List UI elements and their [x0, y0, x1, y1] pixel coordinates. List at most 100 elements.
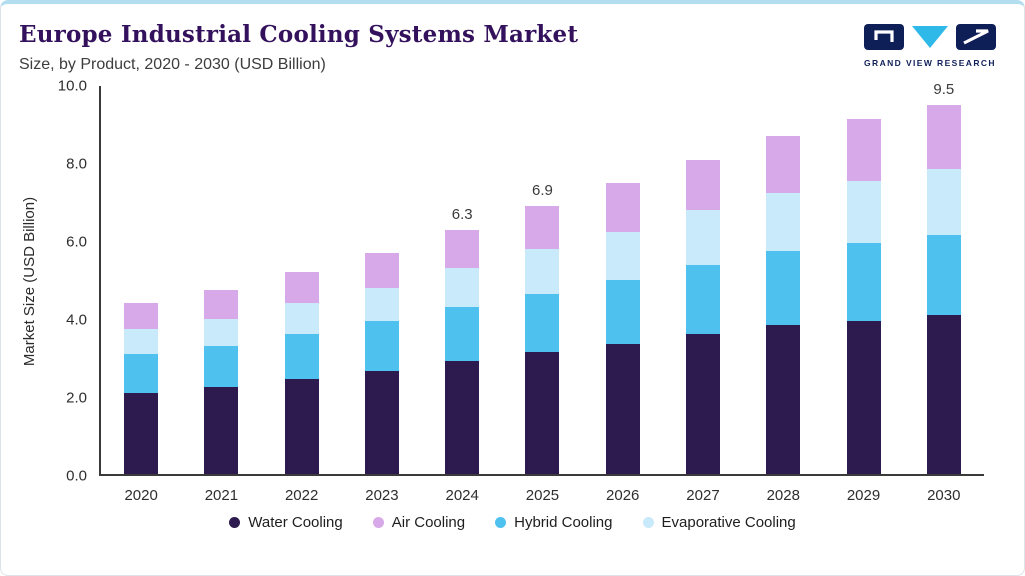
bar-segment-hybrid-cooling [846, 243, 881, 321]
y-axis-title-text: Market Size (USD Billion) [21, 196, 39, 366]
x-axis-labels: 2020 2021 2022 2023 2024 2025 2026 2027 2028 2029… [101, 476, 984, 506]
bar-column-2020 [101, 86, 181, 474]
bar-column-2021 [181, 86, 261, 474]
logo-mark-g-glyph [874, 30, 894, 42]
title-block: Europe Industrial Cooling Systems Market… [19, 20, 578, 74]
bar-segment-evaporative-cooling [525, 248, 560, 294]
page-title: Europe Industrial Cooling Systems Market [19, 21, 579, 48]
bar-column-2025: 6.9 [502, 86, 582, 474]
gvr-logo-icon [864, 24, 996, 50]
bar-segment-hybrid-cooling [124, 353, 159, 393]
bar-segment-water-cooling [445, 361, 480, 474]
bar-column-2028 [743, 86, 823, 474]
y-tick-label: 6.0 [66, 233, 87, 251]
bar-segment-evaporative-cooling [204, 318, 239, 346]
y-axis-title: Market Size (USD Billion) [15, 86, 45, 476]
bar-segment-air-cooling [605, 183, 640, 232]
bar-column-2026 [583, 86, 663, 474]
bar-column-2022 [262, 86, 342, 474]
legend-item-water-cooling: Water Cooling [229, 514, 343, 531]
bar-segment-hybrid-cooling [364, 320, 399, 372]
bar-segment-hybrid-cooling [204, 345, 239, 387]
bar-segment-evaporative-cooling [685, 210, 720, 265]
bar-total-label: 6.3 [451, 205, 473, 223]
y-tick-label: 4.0 [66, 311, 87, 329]
x-tick-label: 2028 [766, 487, 800, 504]
legend-item-evaporative-cooling: Evaporative Cooling [642, 514, 796, 531]
x-tick-label: 2021 [204, 487, 239, 504]
bar-segment-evaporative-cooling [364, 287, 399, 321]
stacked-bar-2023 [364, 86, 399, 474]
stacked-bar-2030 [926, 86, 961, 474]
legend-dot [642, 517, 654, 528]
bar-column-2027 [663, 86, 743, 474]
stacked-bar-2025 [525, 86, 560, 474]
x-tick-label: 2020 [124, 487, 158, 504]
bar-segment-evaporative-cooling [766, 192, 801, 251]
stacked-bar-2024 [445, 86, 480, 474]
bar-segment-hybrid-cooling [445, 307, 480, 362]
x-tick-label: 2024 [445, 487, 479, 504]
legend-dot [229, 517, 241, 528]
bar-segment-air-cooling [204, 289, 239, 319]
bar-segment-air-cooling [124, 303, 159, 329]
bar-segment-hybrid-cooling [284, 334, 319, 379]
legend-label: Evaporative Cooling [661, 514, 796, 531]
bar-segment-evaporative-cooling [445, 268, 480, 308]
legend-label: Hybrid Cooling [514, 514, 613, 531]
bar-segment-air-cooling [685, 159, 720, 211]
bar-segment-evaporative-cooling [605, 231, 640, 281]
bar-segment-hybrid-cooling [766, 250, 801, 325]
bar-segment-air-cooling [284, 272, 319, 304]
logo-mark-v [912, 26, 948, 48]
bar-segment-water-cooling [124, 392, 159, 474]
plot-area: 6.3 6.9 9.5 [99, 81, 984, 476]
legend-item-hybrid-cooling: Hybrid Cooling [495, 514, 613, 531]
bar-total-label: 9.5 [933, 81, 955, 99]
bar-segment-hybrid-cooling [525, 293, 560, 352]
y-tick-label: 0.0 [66, 467, 87, 485]
y-tick-label: 10.0 [57, 77, 87, 95]
gvr-logo-text: GRAND VIEW RESEARCH [864, 58, 996, 68]
bar-segment-water-cooling [204, 386, 239, 474]
bar-column-2024: 6.3 [422, 86, 502, 474]
bar-segment-evaporative-cooling [926, 169, 961, 236]
bar-segment-air-cooling [445, 229, 480, 269]
x-tick-label: 2027 [686, 487, 720, 504]
bar-segment-water-cooling [685, 334, 720, 474]
bar-segment-water-cooling [605, 344, 640, 474]
stacked-bar-2021 [204, 86, 239, 474]
bar-segment-water-cooling [364, 371, 399, 474]
y-axis-ticks: 0.0 2.0 4.0 6.0 8.0 10.0 [45, 78, 99, 485]
bar-segment-evaporative-cooling [284, 303, 319, 335]
logo-mark-g [864, 24, 904, 50]
y-tick-label: 2.0 [66, 389, 87, 407]
bar-segment-air-cooling [766, 136, 801, 193]
legend-item-air-cooling: Air Cooling [372, 514, 466, 531]
bar-segment-air-cooling [525, 206, 560, 249]
gvr-logo: GRAND VIEW RESEARCH [864, 20, 996, 68]
x-tick-label: 2022 [284, 487, 319, 504]
stacked-bar-2027 [685, 86, 720, 474]
stacked-bar-2028 [766, 86, 801, 474]
legend: Water Cooling Air Cooling Hybrid Cooling Ev… [1, 514, 1024, 531]
logo-mark-r-glyph [963, 29, 989, 45]
legend-dot [372, 517, 384, 528]
legend-label: Air Cooling [391, 514, 466, 531]
x-tick-label: 2023 [365, 487, 399, 504]
bar-segment-water-cooling [926, 314, 961, 474]
bar-segment-water-cooling [525, 351, 560, 474]
legend-label: Water Cooling [248, 514, 343, 531]
bar-segment-water-cooling [846, 320, 881, 474]
stacked-bar-2020 [124, 86, 159, 474]
y-tick-label: 8.0 [66, 155, 87, 173]
stacked-bar-2029 [846, 86, 881, 474]
x-tick-label: 2025 [525, 487, 560, 504]
x-tick-label: 2026 [606, 487, 640, 504]
bar-segment-hybrid-cooling [605, 280, 640, 345]
bar-segment-air-cooling [926, 105, 961, 170]
bar-column-2029 [823, 86, 903, 474]
x-tick-label: 2030 [927, 487, 961, 504]
bar-total-label: 6.9 [532, 182, 553, 200]
